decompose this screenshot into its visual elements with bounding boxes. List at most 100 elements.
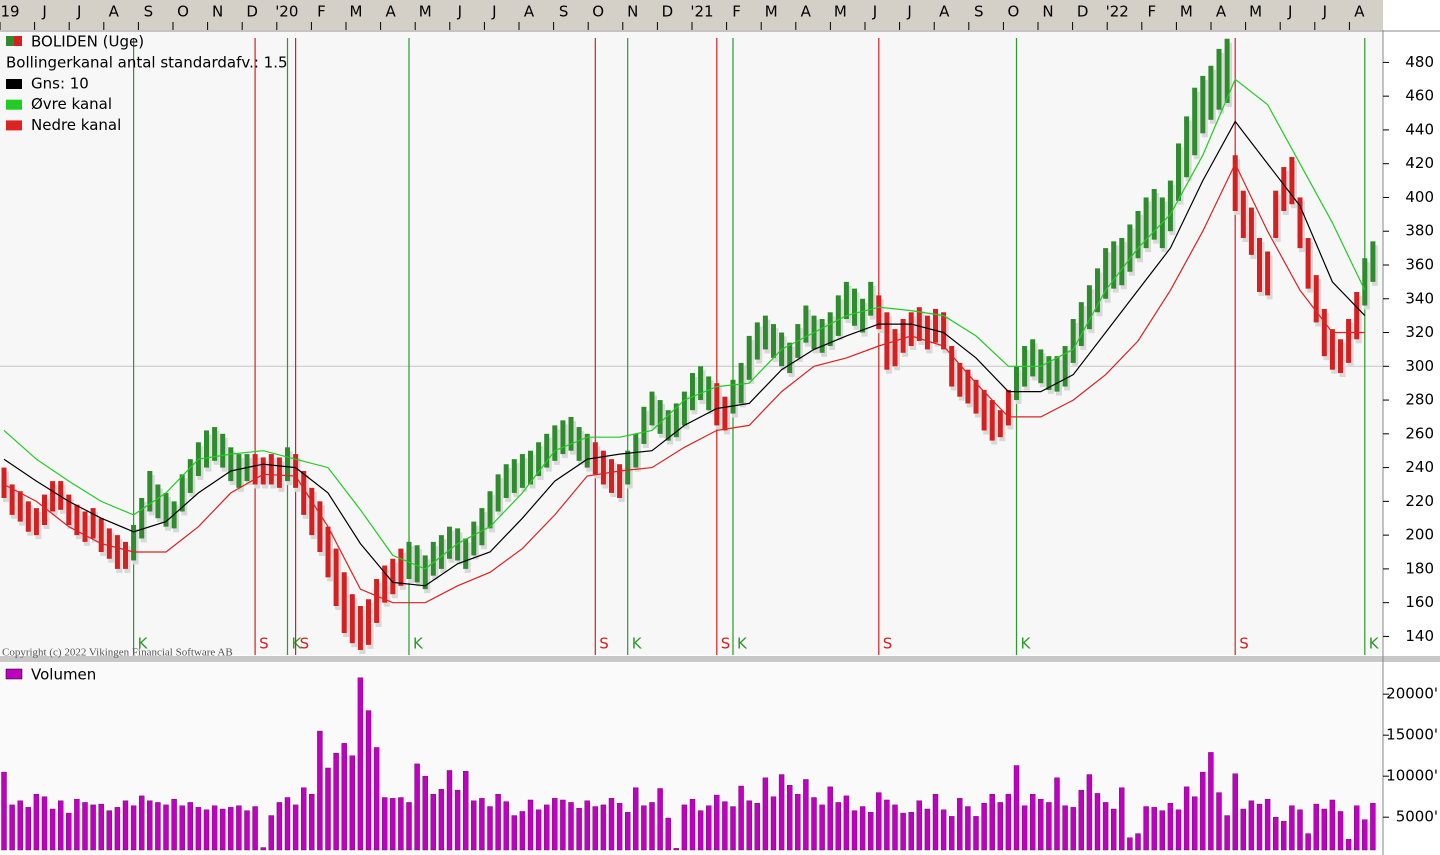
volume-bar [268, 815, 274, 851]
price-bar [544, 433, 550, 468]
price-bar [479, 508, 485, 546]
time-label: D [246, 3, 258, 21]
volume-bar [138, 795, 145, 851]
indicator-line [3, 120, 1366, 587]
price-bar [357, 606, 363, 650]
price-bar [155, 484, 161, 519]
time-label: A [385, 3, 396, 21]
y-tick-label: 140 [1405, 627, 1434, 645]
signal-label: K [1021, 635, 1032, 653]
volume-bar [398, 797, 404, 851]
volume-bar [147, 800, 153, 851]
price-bar [1289, 156, 1295, 205]
price-bar [1151, 189, 1157, 240]
price-bar [455, 528, 461, 561]
volume-bar [1070, 807, 1076, 851]
price-bar [398, 548, 404, 586]
volume-bar [1167, 803, 1174, 851]
time-label: A [801, 3, 812, 21]
plot-layer: 19 J J A S O N D '20 F M A M J J A S O N D '21 F M A M J J A S O N D '22… [0, 3, 1438, 851]
volume-bar [1256, 803, 1263, 851]
price-bar [1135, 210, 1141, 259]
price-bar [787, 342, 793, 374]
volume-bar [430, 794, 436, 851]
time-label: A [524, 3, 535, 21]
volume-bar [803, 779, 809, 851]
price-bar [941, 312, 947, 350]
legend-label: Nedre kanal [31, 116, 121, 134]
signal-label: S [300, 635, 310, 653]
volume-bar [1062, 805, 1068, 851]
price-bar [843, 281, 849, 320]
volume-bar [1013, 765, 1020, 851]
price-bar [123, 541, 128, 569]
volume-bar [787, 785, 793, 851]
time-label: O [592, 3, 604, 21]
copyright: Copyright (c) 2022 Vikingen Financial So… [2, 647, 233, 659]
price-bar [293, 454, 299, 488]
subtitle: Bollingerkanal antal standardafv.: 1.5 [6, 54, 288, 72]
price-bar [1030, 339, 1036, 377]
price-bar [309, 487, 315, 536]
price-bar [1248, 207, 1254, 255]
price-bar [82, 511, 88, 542]
volume-bar [965, 806, 971, 851]
y-tick-label: 460 [1405, 87, 1434, 105]
price-bar [722, 396, 728, 431]
volume-bar [203, 809, 210, 851]
time-label: A [109, 3, 120, 21]
time-label: F [732, 3, 741, 21]
time-label: N [627, 3, 638, 21]
volume-bar [1297, 809, 1303, 851]
volume-bar [762, 777, 769, 851]
price-bar [754, 322, 760, 360]
volume-bar [795, 794, 801, 851]
signal-label: K [1369, 635, 1380, 653]
volume-bar [1272, 816, 1279, 851]
volume-bar [122, 800, 129, 851]
y-tick-label: 400 [1405, 188, 1434, 206]
signal-label: K [632, 635, 643, 653]
price-bar [536, 442, 542, 477]
price-bar [1086, 285, 1092, 330]
legend-label: Gns: 10 [31, 75, 89, 93]
price-bar [50, 481, 56, 512]
volume-bar [382, 797, 388, 851]
y-tick-label: 5000' [1396, 808, 1438, 826]
volume-bar [868, 812, 874, 851]
price-bar [268, 454, 274, 485]
price-bar [163, 492, 169, 527]
price-bar [511, 459, 517, 493]
price-bar [366, 599, 371, 645]
price-bar [252, 454, 258, 485]
volume-bar [940, 809, 947, 851]
volume-bar [252, 806, 258, 851]
volume-bar [1224, 815, 1230, 851]
volume-bar [244, 810, 250, 851]
volume-bar [981, 803, 987, 851]
signal-label: S [721, 635, 731, 653]
time-label: S [974, 3, 984, 21]
price-bar [1224, 38, 1230, 103]
volume-bar [746, 800, 752, 851]
volume-bar [900, 812, 906, 851]
volume-bar [1054, 777, 1060, 851]
price-bar [66, 494, 72, 525]
price-bar [1176, 143, 1181, 201]
volume-bar [819, 804, 825, 851]
y-tick-label: 300 [1405, 357, 1434, 375]
volume-bar [155, 802, 161, 851]
price-bar [673, 403, 679, 438]
volume-bar [754, 803, 760, 851]
price-bar [868, 281, 874, 316]
price-bar [463, 538, 469, 569]
volume-bar [1, 771, 7, 851]
time-label: J [1322, 3, 1327, 21]
volume-bar [1086, 774, 1093, 851]
y-tick-label: 440 [1405, 120, 1434, 138]
y-tick-label: 480 [1405, 53, 1434, 71]
volume-bar [997, 802, 1003, 851]
price-bar [106, 528, 112, 559]
volume-bar [673, 848, 679, 851]
volume-bar [1313, 803, 1319, 851]
